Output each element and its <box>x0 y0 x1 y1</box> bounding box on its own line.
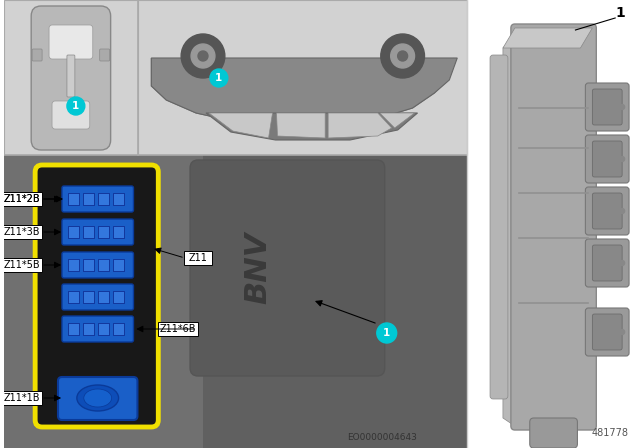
FancyBboxPatch shape <box>158 322 198 336</box>
Circle shape <box>390 44 415 68</box>
Text: 1: 1 <box>383 328 390 338</box>
FancyBboxPatch shape <box>62 316 134 342</box>
FancyBboxPatch shape <box>586 83 629 131</box>
Bar <box>98 193 109 205</box>
Bar <box>68 259 79 271</box>
Bar <box>113 259 124 271</box>
FancyBboxPatch shape <box>593 89 622 125</box>
Bar <box>68 193 79 205</box>
Text: 1: 1 <box>72 101 79 111</box>
FancyBboxPatch shape <box>511 24 596 430</box>
Bar <box>83 259 93 271</box>
FancyBboxPatch shape <box>100 49 109 61</box>
Circle shape <box>620 329 625 335</box>
FancyBboxPatch shape <box>593 141 622 177</box>
FancyBboxPatch shape <box>593 245 622 281</box>
FancyBboxPatch shape <box>530 418 577 448</box>
Polygon shape <box>151 58 457 126</box>
FancyBboxPatch shape <box>62 186 134 212</box>
Bar <box>83 193 93 205</box>
FancyBboxPatch shape <box>31 6 111 150</box>
Bar <box>113 226 124 238</box>
Bar <box>98 226 109 238</box>
FancyBboxPatch shape <box>593 193 622 229</box>
Bar <box>113 193 124 205</box>
Bar <box>4 155 467 448</box>
Bar <box>113 323 124 335</box>
Text: Z11*2B: Z11*2B <box>4 194 40 204</box>
Bar <box>113 291 124 303</box>
Text: 481778: 481778 <box>592 428 628 438</box>
Text: 1: 1 <box>615 6 625 20</box>
Bar <box>68 323 79 335</box>
Text: Z11*1B: Z11*1B <box>4 393 40 403</box>
Circle shape <box>210 69 228 87</box>
FancyBboxPatch shape <box>3 225 42 239</box>
Polygon shape <box>276 113 325 138</box>
Polygon shape <box>380 113 415 128</box>
FancyBboxPatch shape <box>190 160 385 376</box>
Circle shape <box>397 51 408 61</box>
Circle shape <box>181 34 225 78</box>
Circle shape <box>620 104 625 109</box>
FancyBboxPatch shape <box>184 251 212 265</box>
FancyBboxPatch shape <box>67 55 75 97</box>
Text: 1: 1 <box>215 73 223 83</box>
FancyBboxPatch shape <box>62 219 134 245</box>
Circle shape <box>377 323 397 343</box>
FancyBboxPatch shape <box>586 135 629 183</box>
FancyBboxPatch shape <box>52 101 90 129</box>
Ellipse shape <box>84 389 111 407</box>
FancyBboxPatch shape <box>586 239 629 287</box>
FancyBboxPatch shape <box>586 308 629 356</box>
Circle shape <box>381 34 424 78</box>
FancyBboxPatch shape <box>62 284 134 310</box>
Bar <box>83 291 93 303</box>
FancyBboxPatch shape <box>593 314 622 350</box>
Bar <box>4 0 138 155</box>
Bar <box>98 291 109 303</box>
Text: EO0000004643: EO0000004643 <box>347 433 417 442</box>
FancyBboxPatch shape <box>203 155 467 448</box>
FancyBboxPatch shape <box>35 165 158 427</box>
FancyBboxPatch shape <box>49 25 93 59</box>
Polygon shape <box>206 113 417 140</box>
Polygon shape <box>503 28 593 48</box>
Bar <box>98 323 109 335</box>
Text: Z11*6B: Z11*6B <box>160 324 196 334</box>
Polygon shape <box>328 113 392 138</box>
Text: Z11: Z11 <box>189 253 207 263</box>
Text: BNV: BNV <box>243 232 272 304</box>
Circle shape <box>620 208 625 214</box>
Bar <box>98 259 109 271</box>
Text: Z11*3B: Z11*3B <box>4 227 40 237</box>
Circle shape <box>67 97 85 115</box>
FancyBboxPatch shape <box>3 192 42 206</box>
Polygon shape <box>209 113 273 138</box>
FancyBboxPatch shape <box>490 55 508 399</box>
Text: Z11*2B: Z11*2B <box>4 194 40 204</box>
Bar <box>138 0 467 155</box>
Bar <box>68 226 79 238</box>
FancyBboxPatch shape <box>3 258 42 272</box>
Polygon shape <box>503 36 515 426</box>
Bar <box>83 226 93 238</box>
FancyBboxPatch shape <box>586 187 629 235</box>
Circle shape <box>620 260 625 266</box>
FancyBboxPatch shape <box>3 192 42 206</box>
FancyBboxPatch shape <box>62 252 134 278</box>
Text: Z11*5B: Z11*5B <box>4 260 40 270</box>
Ellipse shape <box>77 385 118 411</box>
Circle shape <box>198 51 208 61</box>
FancyBboxPatch shape <box>58 377 138 420</box>
Circle shape <box>620 156 625 161</box>
FancyBboxPatch shape <box>3 391 42 405</box>
Bar <box>68 291 79 303</box>
Bar <box>83 323 93 335</box>
Circle shape <box>191 44 215 68</box>
FancyBboxPatch shape <box>32 49 42 61</box>
